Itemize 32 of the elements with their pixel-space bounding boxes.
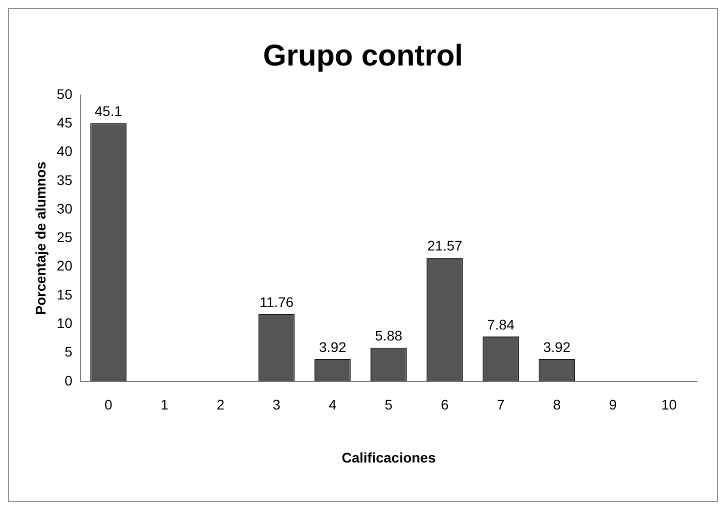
y-tick-label: 45 xyxy=(56,114,73,130)
x-tick-label: 0 xyxy=(104,396,112,413)
x-tick-label: 8 xyxy=(552,396,561,413)
data-label: 45.1 xyxy=(94,102,122,119)
x-tick-label: 1 xyxy=(160,396,169,413)
chart-title: Grupo control xyxy=(263,39,463,72)
x-tick-label: 10 xyxy=(661,396,677,413)
y-tick-label: 20 xyxy=(56,258,73,274)
data-label: 3.92 xyxy=(319,338,346,355)
y-axis-title: Porcentaje de alumnos xyxy=(32,161,48,315)
y-tick-label: 10 xyxy=(56,314,73,331)
x-tick-label: 9 xyxy=(609,396,618,413)
data-label: 7.84 xyxy=(487,316,515,332)
y-tick-label: 0 xyxy=(64,372,73,388)
data-label: 5.88 xyxy=(375,328,403,344)
x-tick-label: 4 xyxy=(328,396,337,413)
y-tick-label: 50 xyxy=(56,86,73,102)
x-tick-label: 2 xyxy=(216,396,225,413)
y-tick-label: 35 xyxy=(56,172,73,188)
x-tick-label: 6 xyxy=(440,396,449,413)
y-tick-label: 5 xyxy=(64,344,73,360)
x-axis-title: Calificaciones xyxy=(342,449,436,466)
y-tick-label: 25 xyxy=(56,229,73,246)
x-tick-label: 7 xyxy=(496,396,505,413)
y-tick-label: 30 xyxy=(56,200,73,216)
y-tick-label: 40 xyxy=(56,143,73,160)
x-tick-label: 3 xyxy=(272,396,281,413)
data-label: 21.57 xyxy=(427,238,462,254)
x-tick-label: 5 xyxy=(384,396,393,413)
data-label: 3.92 xyxy=(543,338,571,355)
y-tick-label: 15 xyxy=(56,286,73,302)
data-label: 11.76 xyxy=(260,294,294,310)
